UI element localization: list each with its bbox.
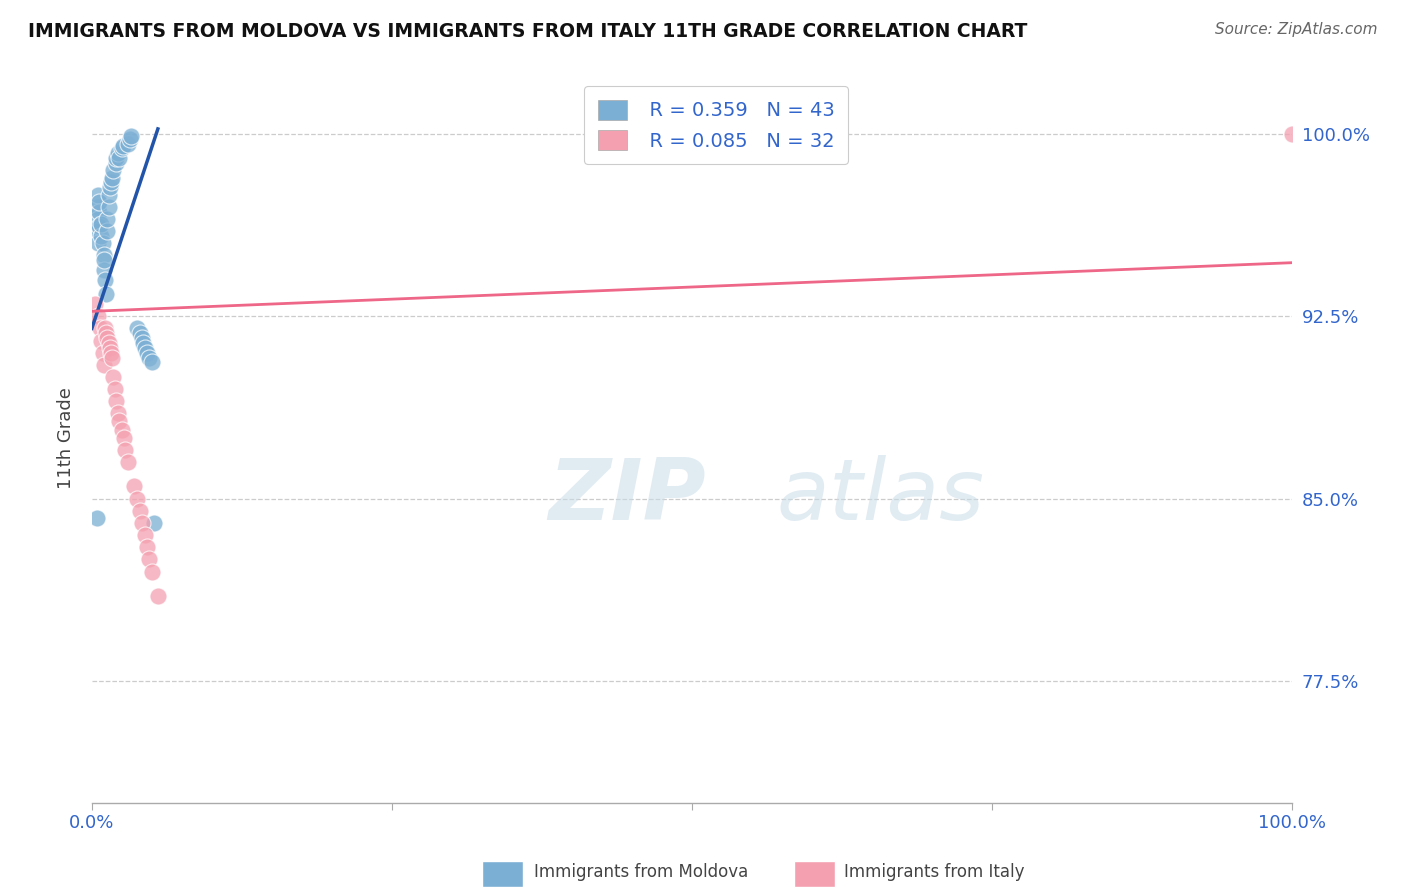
Point [104, 382, 127, 396]
Point [120, 129, 142, 144]
Point [96, 211, 118, 226]
Point [114, 442, 136, 457]
Point [93, 263, 115, 277]
Point [90, 334, 112, 348]
Point [128, 504, 150, 518]
Point [112, 431, 135, 445]
Text: ZIP: ZIP [548, 455, 706, 538]
Point [143, 516, 166, 530]
Point [128, 326, 150, 341]
Y-axis label: 11th Grade: 11th Grade [58, 387, 75, 489]
Point [138, 351, 160, 365]
Point [97, 200, 120, 214]
Point [146, 589, 169, 603]
Point [108, 414, 131, 428]
Point [87, 187, 110, 202]
Legend:   R = 0.359   N = 43,   R = 0.085   N = 32: R = 0.359 N = 43, R = 0.085 N = 32 [583, 87, 848, 164]
Point [87, 219, 110, 234]
Point [100, 345, 122, 359]
Point [91, 236, 114, 251]
Point [94, 273, 117, 287]
Point [96, 331, 118, 345]
Point [122, 479, 145, 493]
Point [127, 491, 149, 506]
Point [117, 455, 139, 469]
Point [127, 321, 149, 335]
Point [86, 511, 108, 525]
Point [87, 200, 110, 214]
Point [84, 297, 107, 311]
Point [87, 224, 110, 238]
Text: Immigrants from Italy: Immigrants from Italy [844, 863, 1024, 881]
Point [120, 131, 142, 145]
Point [104, 156, 127, 170]
Point [1281, 127, 1303, 141]
Text: IMMIGRANTS FROM MOLDOVA VS IMMIGRANTS FROM ITALY 11TH GRADE CORRELATION CHART: IMMIGRANTS FROM MOLDOVA VS IMMIGRANTS FR… [28, 22, 1028, 41]
Point [103, 370, 125, 384]
Text: atlas: atlas [776, 455, 984, 538]
Point [132, 335, 155, 350]
Point [91, 345, 114, 359]
Point [93, 253, 115, 268]
Point [112, 139, 135, 153]
Point [104, 394, 127, 409]
Point [136, 540, 159, 554]
Text: Source: ZipAtlas.com: Source: ZipAtlas.com [1215, 22, 1378, 37]
Point [108, 151, 131, 165]
Point [97, 187, 120, 202]
Point [89, 321, 111, 335]
Point [131, 516, 153, 530]
Point [131, 331, 153, 345]
Text: Immigrants from Moldova: Immigrants from Moldova [534, 863, 748, 881]
Point [104, 151, 127, 165]
Point [107, 407, 129, 421]
Point [98, 341, 121, 355]
Point [98, 180, 121, 194]
Point [141, 355, 163, 369]
Point [87, 236, 110, 251]
Point [107, 146, 129, 161]
Point [138, 552, 160, 566]
Point [93, 358, 115, 372]
Point [111, 424, 134, 438]
Point [97, 335, 120, 350]
Point [90, 228, 112, 243]
Point [134, 341, 156, 355]
Point [103, 163, 125, 178]
Point [87, 194, 110, 209]
Point [87, 211, 110, 226]
Point [94, 321, 117, 335]
Point [100, 176, 122, 190]
Point [96, 326, 118, 341]
Point [90, 217, 112, 231]
Point [87, 309, 110, 323]
Point [87, 204, 110, 219]
Point [141, 565, 163, 579]
Point [96, 287, 118, 301]
Point [101, 170, 124, 185]
Point [101, 351, 124, 365]
Point [93, 248, 115, 262]
Point [117, 136, 139, 151]
Point [111, 141, 134, 155]
Point [134, 528, 156, 542]
Point [136, 345, 159, 359]
Point [96, 224, 118, 238]
